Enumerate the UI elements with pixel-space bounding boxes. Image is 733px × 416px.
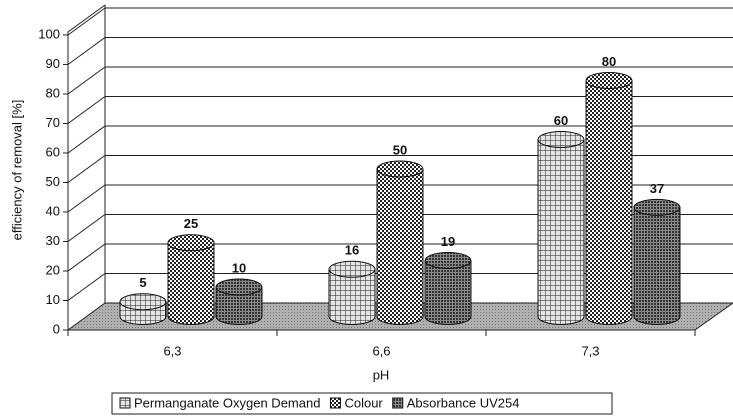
bar-body-pattern — [537, 139, 585, 325]
value-label: 80 — [602, 54, 616, 69]
grid-line-side — [67, 155, 106, 183]
bar-top-pattern — [119, 293, 167, 311]
bar-body-pattern — [633, 206, 681, 325]
y-tick-label: 100 — [38, 26, 60, 41]
grid-line-side — [67, 214, 106, 242]
value-label: 50 — [393, 142, 407, 157]
grid-line-side — [67, 66, 106, 95]
legend-swatch-pattern — [329, 397, 341, 409]
bar-top-pattern — [215, 278, 263, 296]
value-label: 5 — [139, 275, 146, 290]
bar-top-pattern — [167, 234, 215, 252]
bar — [167, 234, 215, 325]
legend-label: Colour — [344, 395, 383, 410]
legend-box — [111, 392, 613, 415]
grid-line-side — [67, 96, 106, 124]
bar-top-pattern — [424, 251, 472, 269]
bar-top-pattern — [376, 160, 424, 178]
x-tick-label: 6,3 — [163, 343, 181, 358]
bar — [215, 278, 263, 325]
legend-label: Permanganate Oxygen Demand — [134, 395, 320, 410]
y-tick-label: 90 — [46, 56, 60, 71]
y-tick-label: 0 — [53, 321, 60, 336]
y-tick-label: 20 — [46, 262, 60, 277]
legend: Permanganate Oxygen Demand Colour Absorban… — [111, 392, 613, 415]
value-label: 60 — [554, 113, 568, 128]
bar-top-pattern — [633, 198, 681, 216]
legend-label: Absorbance UV254 — [407, 395, 520, 410]
bar — [119, 293, 167, 325]
grid-line-side — [67, 243, 106, 272]
x-tick-label: 7,3 — [581, 343, 599, 358]
bar — [328, 260, 376, 325]
value-label: 10 — [232, 260, 246, 275]
bar-top-pattern — [537, 131, 585, 148]
legend-swatch-pattern — [119, 397, 131, 409]
bar-body-pattern — [215, 286, 263, 325]
bar-body-pattern — [167, 242, 215, 325]
grid-line-side — [67, 184, 106, 213]
bar — [424, 251, 472, 325]
y-tick-label: 10 — [46, 292, 60, 307]
y-tick-label: 60 — [46, 144, 60, 159]
grid-line-side — [67, 273, 106, 301]
bar — [633, 198, 681, 325]
bar — [537, 131, 585, 325]
bar-body-pattern — [424, 259, 472, 325]
value-label: 37 — [650, 181, 664, 196]
y-axis-label: efficiency of removal [%] — [9, 100, 24, 241]
bar-body-pattern — [328, 268, 376, 325]
bar — [376, 160, 424, 325]
legend-swatch-pattern — [392, 397, 404, 409]
bar-top-pattern — [328, 260, 376, 278]
x-tick-label: 6,6 — [372, 343, 390, 358]
grid-line-side — [67, 7, 106, 36]
y-tick-label: 40 — [46, 203, 60, 218]
y-tick-label: 30 — [46, 233, 60, 248]
grid-line-side — [67, 37, 106, 65]
bar-top-pattern — [585, 72, 633, 89]
y-tick-label: 80 — [46, 85, 60, 100]
x-axis-label: pH — [373, 367, 390, 382]
grid-line-side — [67, 125, 106, 154]
y-tick-label: 70 — [46, 115, 60, 130]
bar-body-pattern — [376, 168, 424, 325]
value-label: 19 — [441, 234, 455, 249]
y-tick-label: 50 — [46, 174, 60, 189]
value-label: 25 — [184, 216, 198, 231]
bar — [585, 72, 633, 325]
value-label: 16 — [345, 243, 359, 258]
bar-body-pattern — [585, 80, 633, 325]
y-axis — [67, 4, 106, 330]
